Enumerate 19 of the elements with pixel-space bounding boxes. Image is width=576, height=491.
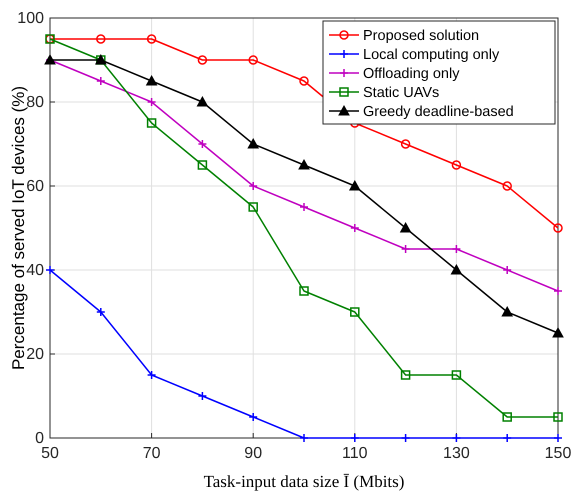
legend-label: Static UAVs (363, 85, 440, 101)
y-axis-title: Percentage of served IoT devices (%) (9, 86, 28, 370)
x-tick-label: 70 (142, 445, 161, 462)
legend-label: Greedy deadline-based (363, 104, 514, 120)
y-tick-label: 100 (17, 10, 44, 27)
x-tick-label: 110 (342, 445, 368, 462)
y-tick-label: 80 (26, 94, 44, 111)
x-tick-label: 90 (244, 445, 262, 462)
x-tick-label: 50 (41, 445, 59, 462)
y-tick-label: 60 (26, 178, 44, 195)
y-tick-label: 40 (26, 262, 44, 279)
legend-label: Offloading only (363, 66, 460, 82)
legend-label: Local computing only (363, 47, 500, 63)
y-tick-label: 0 (35, 430, 44, 447)
y-tick-label: 20 (26, 346, 44, 363)
legend-label: Proposed solution (363, 28, 480, 44)
x-axis-title: Task-input data size Ī (Mbits) (204, 472, 404, 491)
x-tick-label: 130 (443, 445, 470, 462)
x-tick-label: 150 (544, 445, 572, 462)
